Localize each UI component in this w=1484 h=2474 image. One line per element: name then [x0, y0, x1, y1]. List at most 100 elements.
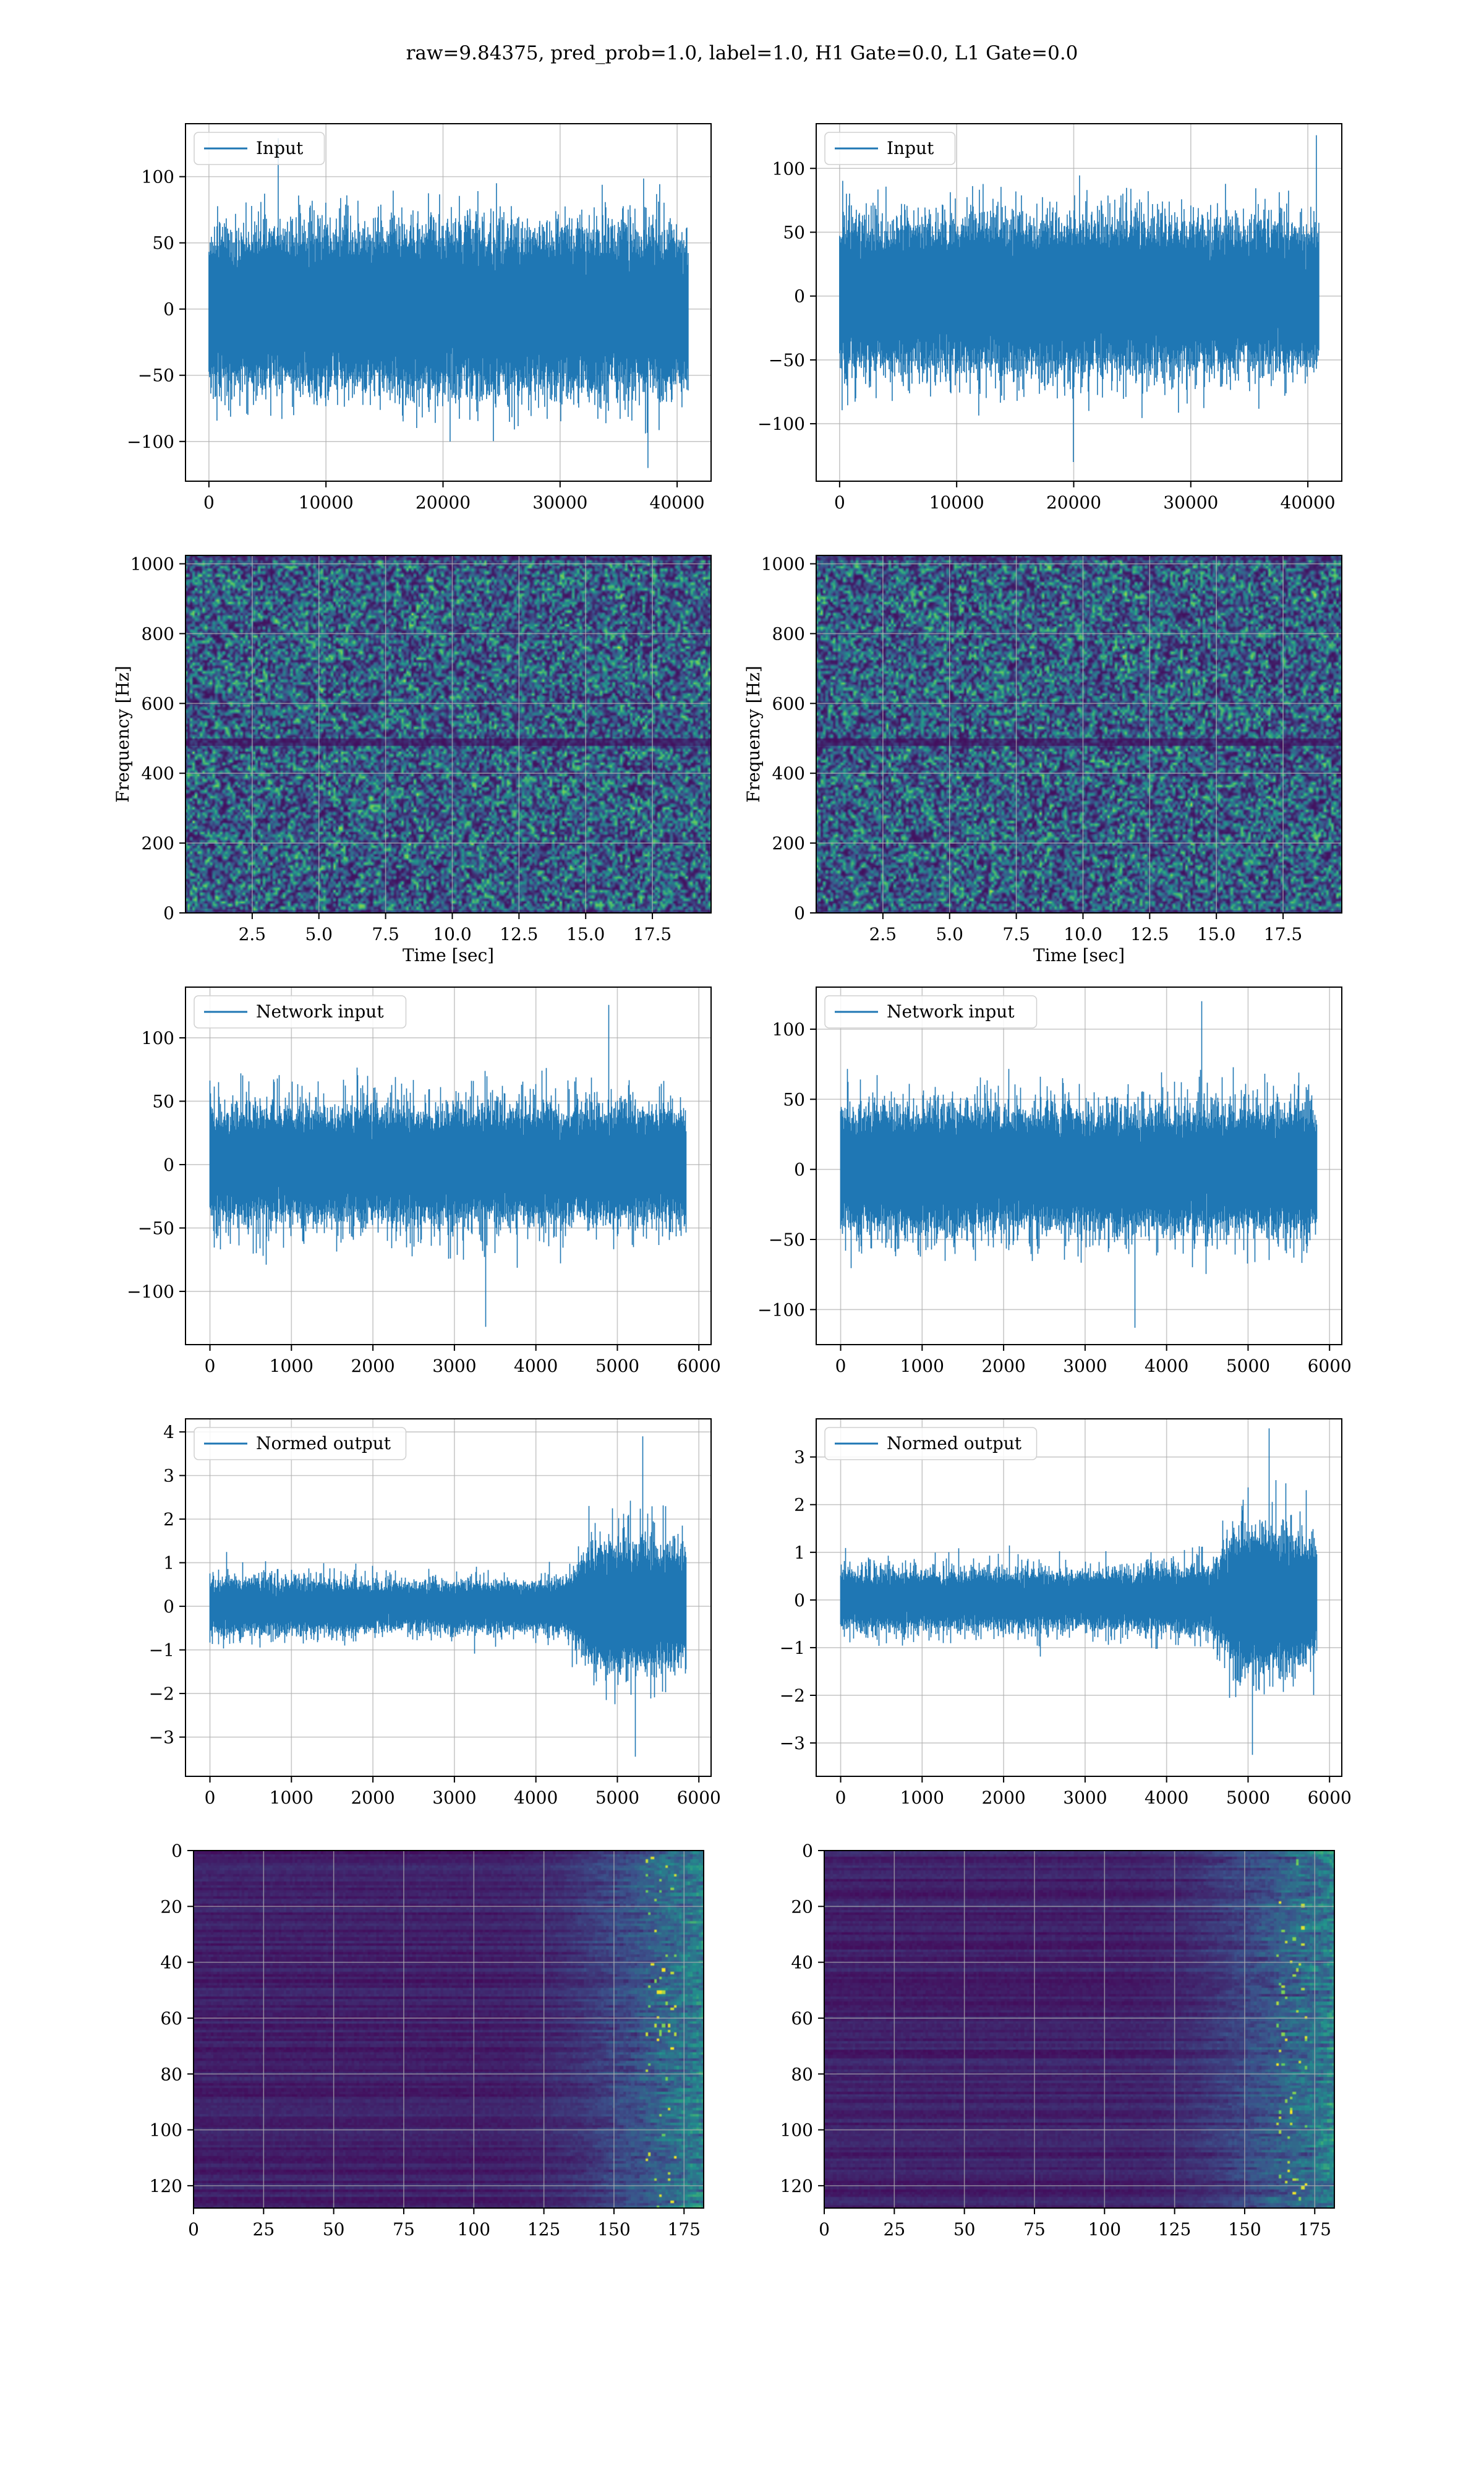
spectrogram-h1-xlabel: Time [sec]: [403, 945, 494, 965]
spectrogram-h1-ytick-label-1: 200: [142, 833, 174, 854]
input-l1-series-line: [839, 135, 1320, 462]
network-input-h1-ytick-label-4: 100: [142, 1028, 174, 1048]
feature-map-h1-frame: [193, 1850, 704, 2209]
input-h1-ytick-label-4: 100: [142, 167, 174, 187]
feature-map-l1-ytick-label-1: 20: [791, 1896, 813, 1917]
chart-feature-map-h1: 0 25 50 75 100 125 150 175 0 20 40 60 80 100 120: [150, 1841, 704, 2240]
spectrogram-h1-ylabel: Frequency [Hz]: [113, 666, 133, 802]
spectrogram-h1-ytick-label-4: 800: [142, 623, 174, 644]
normed-output-h1-ytick-label-0: −3: [149, 1727, 174, 1748]
feature-map-l1-ytick-label-5: 100: [780, 2120, 813, 2141]
normed-output-h1-xtick-label-0: 0: [205, 1787, 216, 1808]
spectrogram-h1-xtick-label-5: 15.0: [566, 924, 605, 944]
input-l1-xtick-label-4: 40000: [1281, 492, 1336, 513]
chart-spectrogram-l1: 2.5 5.0 7.5 10.0 12.5 15.0 17.5 0 200 400 600 800 10…: [743, 554, 1342, 965]
network-input-h1-legend-label: Network input: [256, 1001, 384, 1022]
network-input-h1-xtick-label-6: 6000: [677, 1356, 721, 1376]
network-input-h1-xtick-label-2: 2000: [351, 1356, 394, 1376]
input-l1-xtick-label-2: 20000: [1046, 492, 1101, 513]
spectrogram-l1-ytick-label-1: 200: [772, 833, 805, 854]
network-input-l1-ytick-label-4: 100: [772, 1019, 805, 1040]
feature-map-h1-image: [194, 1851, 704, 2208]
normed-output-h1-ytick-label-7: 4: [163, 1422, 174, 1442]
input-l1-xtick-label-0: 0: [834, 492, 845, 513]
normed-output-l1-xtick-label-4: 4000: [1145, 1787, 1188, 1808]
feature-map-h1-ytick-label-4: 80: [160, 2064, 182, 2084]
normed-output-l1-xtick-label-5: 5000: [1226, 1787, 1270, 1808]
network-input-l1-xtick-label-3: 3000: [1063, 1356, 1107, 1376]
network-input-l1-ytick-label-0: −100: [757, 1299, 805, 1320]
normed-output-l1-ytick-label-3: 0: [794, 1590, 805, 1611]
normed-output-h1-xtick-label-1: 1000: [270, 1787, 313, 1808]
normed-output-l1-frame: [816, 1418, 1342, 1777]
spectrogram-l1-xtick-label-4: 12.5: [1130, 924, 1169, 944]
normed-output-l1-xtick-label-0: 0: [835, 1787, 846, 1808]
spectrogram-h1-ytick-label-0: 0: [163, 903, 174, 923]
spectrogram-l1-ytick-label-2: 400: [772, 763, 805, 784]
feature-map-l1-image: [824, 1851, 1334, 2208]
input-h1-ytick-label-2: 0: [163, 299, 174, 320]
normed-output-h1-xtick-label-4: 4000: [514, 1787, 558, 1808]
input-h1-series-line: [208, 138, 689, 468]
feature-map-h1-ytick-label-5: 100: [150, 2120, 182, 2141]
feature-map-h1-xtick-label-1: 25: [253, 2219, 275, 2240]
feature-map-h1-xtick-label-4: 100: [458, 2219, 490, 2240]
chart-spectrogram-h1: 2.5 5.0 7.5 10.0 12.5 15.0 17.5 0 200 400 600 800 10…: [113, 554, 712, 965]
network-input-l1-ytick-label-1: −50: [769, 1230, 805, 1250]
normed-output-l1-xtick-label-2: 2000: [981, 1787, 1025, 1808]
network-input-l1-series-line: [840, 1001, 1318, 1328]
feature-map-h1-ytick-label-6: 120: [150, 2176, 182, 2196]
network-input-h1-ytick-label-3: 50: [152, 1091, 174, 1111]
chart-normed-output-l1: Normed output 0 1000 2000 3000 4000 5000 6000 −3…: [780, 1418, 1352, 1808]
normed-output-h1-xtick-label-3: 3000: [432, 1787, 476, 1808]
spectrogram-h1-xtick-label-2: 7.5: [372, 924, 399, 944]
input-h1-xtick-label-1: 10000: [299, 492, 354, 513]
network-input-h1-xtick-label-1: 1000: [270, 1356, 313, 1376]
chart-input-l1: Input 0 10000 20000 30000 40000 −100 −50 0 50 100: [757, 123, 1342, 513]
input-l1-ytick-label-4: 100: [772, 158, 805, 179]
normed-output-l1-legend: [824, 1427, 1038, 1460]
feature-map-l1-ytick-label-3: 60: [791, 2008, 813, 2029]
feature-map-l1-xtick-label-6: 150: [1228, 2219, 1261, 2240]
spectrogram-h1-xtick-label-1: 5.0: [305, 924, 333, 944]
network-input-h1-ytick-label-2: 0: [163, 1155, 174, 1175]
input-h1-legend-label: Input: [256, 138, 304, 158]
normed-output-l1-ytick-label-5: 2: [794, 1495, 805, 1515]
network-input-l1-ytick-label-2: 0: [794, 1160, 805, 1180]
network-input-h1-ytick-label-1: −50: [138, 1218, 174, 1238]
feature-map-l1-xtick-label-0: 0: [819, 2219, 830, 2240]
normed-output-h1-frame: [185, 1418, 712, 1777]
chart-feature-map-l1: 0 25 50 75 100 125 150 175 0 20 40 60 80 100 120: [780, 1841, 1335, 2240]
input-h1-ytick-label-1: −50: [138, 366, 174, 386]
spectrogram-h1-xtick-label-4: 12.5: [500, 924, 538, 944]
normed-output-h1-legend: [194, 1427, 407, 1460]
chart-normed-output-h1: Normed output 0 1000 2000 3000 4000 5000 6000 −3…: [149, 1418, 721, 1808]
spectrogram-l1-xtick-label-6: 17.5: [1264, 924, 1302, 944]
network-input-l1-legend-label: Network input: [887, 1001, 1015, 1022]
spectrogram-h1-ytick-label-2: 400: [142, 763, 174, 784]
spectrogram-h1-ytick-label-3: 600: [142, 693, 174, 714]
normed-output-h1-ytick-label-6: 3: [163, 1466, 174, 1486]
chart-input-h1: Input 0 10000 20000 30000 40000 −100 −50 0 50 100: [127, 123, 712, 513]
spectrogram-h1-xtick-label-0: 2.5: [239, 924, 267, 944]
feature-map-l1-xtick-label-7: 175: [1298, 2219, 1331, 2240]
feature-map-l1-xtick-label-2: 50: [953, 2219, 976, 2240]
spectrogram-h1-image: [186, 555, 711, 913]
input-h1-xtick-label-4: 40000: [650, 492, 705, 513]
network-input-l1-xtick-label-2: 2000: [981, 1356, 1025, 1376]
input-l1-frame: [816, 123, 1342, 482]
network-input-l1-legend: [824, 995, 1038, 1029]
spectrogram-h1-xtick-label-6: 17.5: [633, 924, 672, 944]
spectrogram-l1-xtick-label-3: 10.0: [1064, 924, 1102, 944]
input-l1-legend-label: Input: [887, 138, 934, 158]
spectrogram-l1-xlabel: Time [sec]: [1033, 945, 1125, 965]
normed-output-h1-series-line: [209, 1436, 687, 1757]
normed-output-l1-xtick-label-6: 6000: [1308, 1787, 1352, 1808]
spectrogram-l1-frame: [816, 555, 1342, 914]
spectrogram-h1-ytick-label-5: 1000: [130, 554, 174, 575]
network-input-h1-legend: [194, 995, 407, 1029]
spectrogram-l1-xtick-label-5: 15.0: [1197, 924, 1235, 944]
